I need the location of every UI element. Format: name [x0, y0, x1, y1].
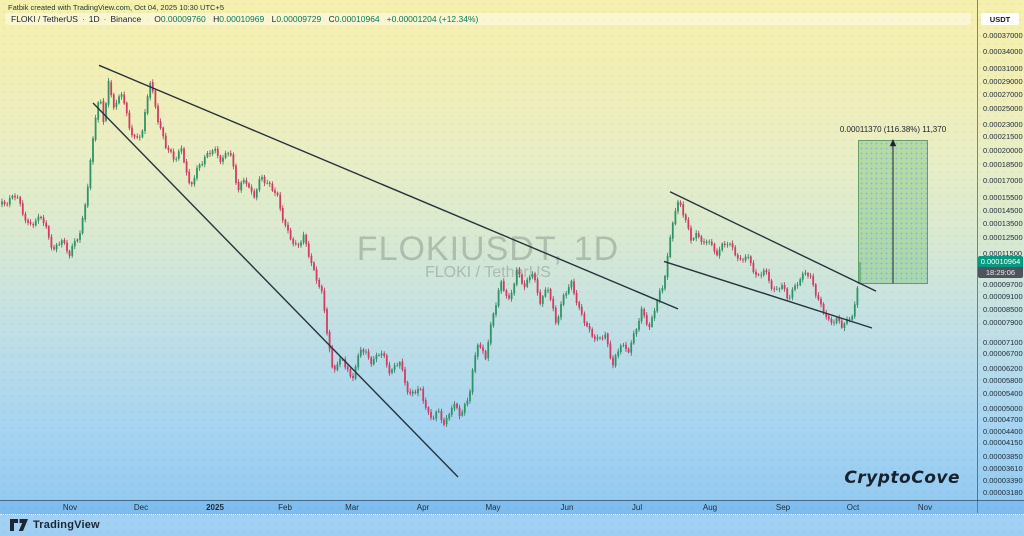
legend-separator: · — [81, 14, 85, 24]
price-axis-label: 0.00029000 — [983, 76, 1023, 86]
legend-separator: · — [103, 14, 107, 24]
ohlc-high-value: 0.00010969 — [219, 14, 265, 24]
time-axis-label: Oct — [846, 503, 860, 512]
time-axis-label: Nov — [917, 503, 933, 512]
legend-interval[interactable]: 1D — [88, 14, 100, 24]
ohlc-close-value: 0.00010964 — [334, 14, 380, 24]
tradingview-logo-icon[interactable] — [10, 519, 28, 531]
bar-countdown: 18:29:06 — [978, 267, 1023, 279]
price-axis-label: 0.00013500 — [983, 218, 1023, 228]
last-price-label[interactable]: 0.00010964 18:29:06 — [978, 256, 1023, 279]
price-axis-label: 0.00007900 — [983, 318, 1023, 328]
footer-bar: TradingView — [0, 514, 1024, 536]
currency-unit-button[interactable]: USDT — [981, 13, 1019, 25]
time-axis-label: Jun — [560, 503, 574, 512]
last-price-value: 0.00010964 — [978, 256, 1023, 268]
time-axis-label: Nov — [62, 503, 78, 512]
price-axis-label: 0.00004400 — [983, 427, 1023, 437]
price-axis-label: 0.00034000 — [983, 47, 1023, 57]
ohlc-open-value: 0.00009760 — [160, 14, 206, 24]
price-axis-label: 0.00008500 — [983, 304, 1023, 314]
ohlc-low-key: L — [271, 14, 277, 24]
price-axis-label: 0.00018500 — [983, 160, 1023, 170]
price-axis-label: 0.00017000 — [983, 176, 1023, 186]
time-axis[interactable]: Nov Dec 2025 Feb Mar Apr May Jun Jul Aug Sep Oct Nov — [0, 500, 1024, 515]
price-axis-label: 0.00011500 — [983, 248, 1023, 258]
price-axis-label: 0.00003180 — [983, 487, 1023, 497]
ohlc-open-key: O — [154, 14, 161, 24]
time-axis-label: 2025 — [206, 503, 224, 512]
cryptocove-watermark: CryptoCove — [844, 468, 960, 488]
time-axis-label: Sep — [775, 503, 791, 512]
price-axis-label: 0.00021500 — [983, 132, 1023, 142]
price-axis-label: 0.00003610 — [983, 464, 1023, 474]
price-axis-label: 0.00005800 — [983, 375, 1023, 385]
price-axis-label: 0.00025000 — [983, 104, 1023, 114]
price-axis-label: 0.00020000 — [983, 145, 1023, 155]
time-axis-label: Dec — [133, 503, 149, 512]
price-axis-label: 0.00007100 — [983, 338, 1023, 348]
tradingview-wordmark[interactable]: TradingView — [33, 519, 100, 531]
price-axis-label: 0.00023000 — [983, 119, 1023, 129]
price-axis-label: 0.00006200 — [983, 363, 1023, 373]
measure-tool-label[interactable]: 0.00011370 (116.38%) 11,370 — [839, 125, 947, 134]
price-axis-label: 0.00003390 — [983, 475, 1023, 485]
time-axis-label: Jul — [631, 503, 643, 512]
price-axis-label: 0.00031000 — [983, 64, 1023, 74]
time-axis-label: Apr — [416, 503, 430, 512]
time-axis-label: Feb — [278, 503, 292, 512]
legend-change: +0.00001204 (+12.34%) — [386, 14, 479, 24]
price-axis-label: 0.00009100 — [983, 292, 1023, 302]
time-axis-label: Mar — [345, 503, 359, 512]
price-axis-label: 0.00004150 — [983, 438, 1023, 448]
ohlc-close-key: C — [328, 14, 335, 24]
price-axis-label: 0.00006700 — [983, 349, 1023, 359]
price-axis-label: 0.00014500 — [983, 205, 1023, 215]
price-axis-label: 0.00005400 — [983, 389, 1023, 399]
price-axis-label: 0.00015500 — [983, 193, 1023, 203]
price-axis-label: 0.00027000 — [983, 90, 1023, 100]
legend-ohlc: O0.00009760 H0.00010969 L0.00009729 C0.0… — [149, 14, 379, 24]
time-axis-label: Aug — [702, 503, 718, 512]
legend-exchange: Binance — [110, 14, 142, 24]
ohlc-low-value: 0.00009729 — [276, 14, 322, 24]
attribution-text: Fatbik created with TradingView.com, Oct… — [8, 3, 225, 12]
time-axis-label: May — [485, 503, 501, 512]
price-axis-label: 0.00012500 — [983, 233, 1023, 243]
price-axis-label: 0.00009700 — [983, 280, 1023, 290]
price-axis-label: 0.00004700 — [983, 415, 1023, 425]
ohlc-high-key: H — [213, 14, 220, 24]
symbol-legend: FLOKI / TetherUS · 1D · Binance O0.00009… — [5, 13, 971, 25]
price-axis-label: 0.00037000 — [983, 31, 1023, 41]
legend-symbol[interactable]: FLOKI / TetherUS — [11, 14, 78, 24]
price-axis[interactable]: 0.00037000 0.00034000 0.00031000 0.00029000… — [977, 0, 1024, 513]
price-axis-label: 0.00005000 — [983, 403, 1023, 413]
price-axis-label: 0.00003850 — [983, 452, 1023, 462]
